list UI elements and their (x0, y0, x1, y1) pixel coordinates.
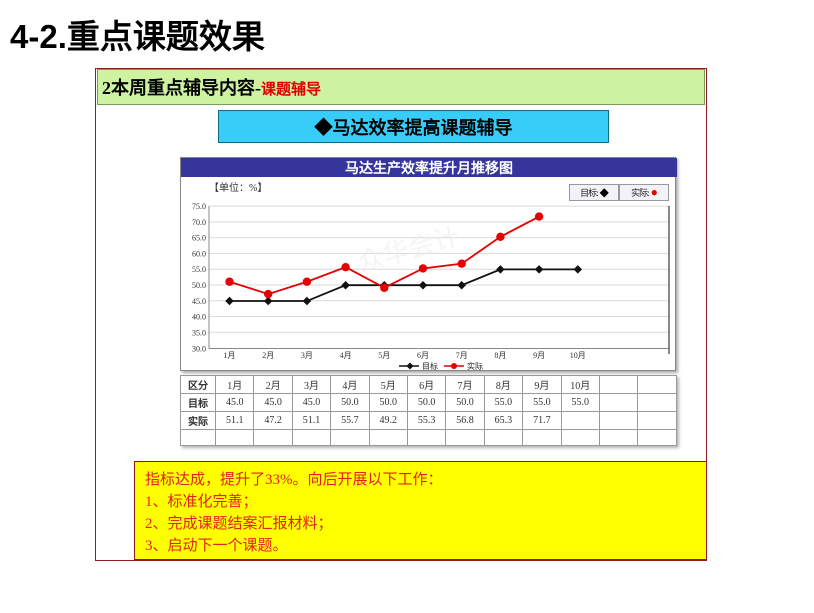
svg-text:60.0: 60.0 (192, 249, 206, 258)
svg-text:10月: 10月 (570, 351, 586, 360)
svg-text:1月: 1月 (224, 351, 236, 360)
svg-text:70.0: 70.0 (192, 218, 206, 227)
svg-text:2月: 2月 (262, 351, 274, 360)
svg-text:8月: 8月 (494, 351, 506, 360)
svg-text:6月: 6月 (417, 351, 429, 360)
svg-text:40.0: 40.0 (192, 313, 206, 322)
svg-text:30.0: 30.0 (192, 345, 206, 354)
svg-text:9月: 9月 (533, 351, 545, 360)
svg-text:7月: 7月 (456, 351, 468, 360)
svg-text:75.0: 75.0 (192, 202, 206, 211)
svg-text:50.0: 50.0 (192, 281, 206, 290)
svg-text:实际: 实际 (467, 361, 483, 371)
svg-text:5月: 5月 (378, 351, 390, 360)
svg-text:45.0: 45.0 (192, 297, 206, 306)
svg-text:3月: 3月 (301, 351, 313, 360)
svg-text:35.0: 35.0 (192, 328, 206, 337)
svg-text:目标: 目标 (422, 361, 438, 371)
svg-text:4月: 4月 (340, 351, 352, 360)
svg-text:65.0: 65.0 (192, 234, 206, 243)
svg-text:55.0: 55.0 (192, 265, 206, 274)
